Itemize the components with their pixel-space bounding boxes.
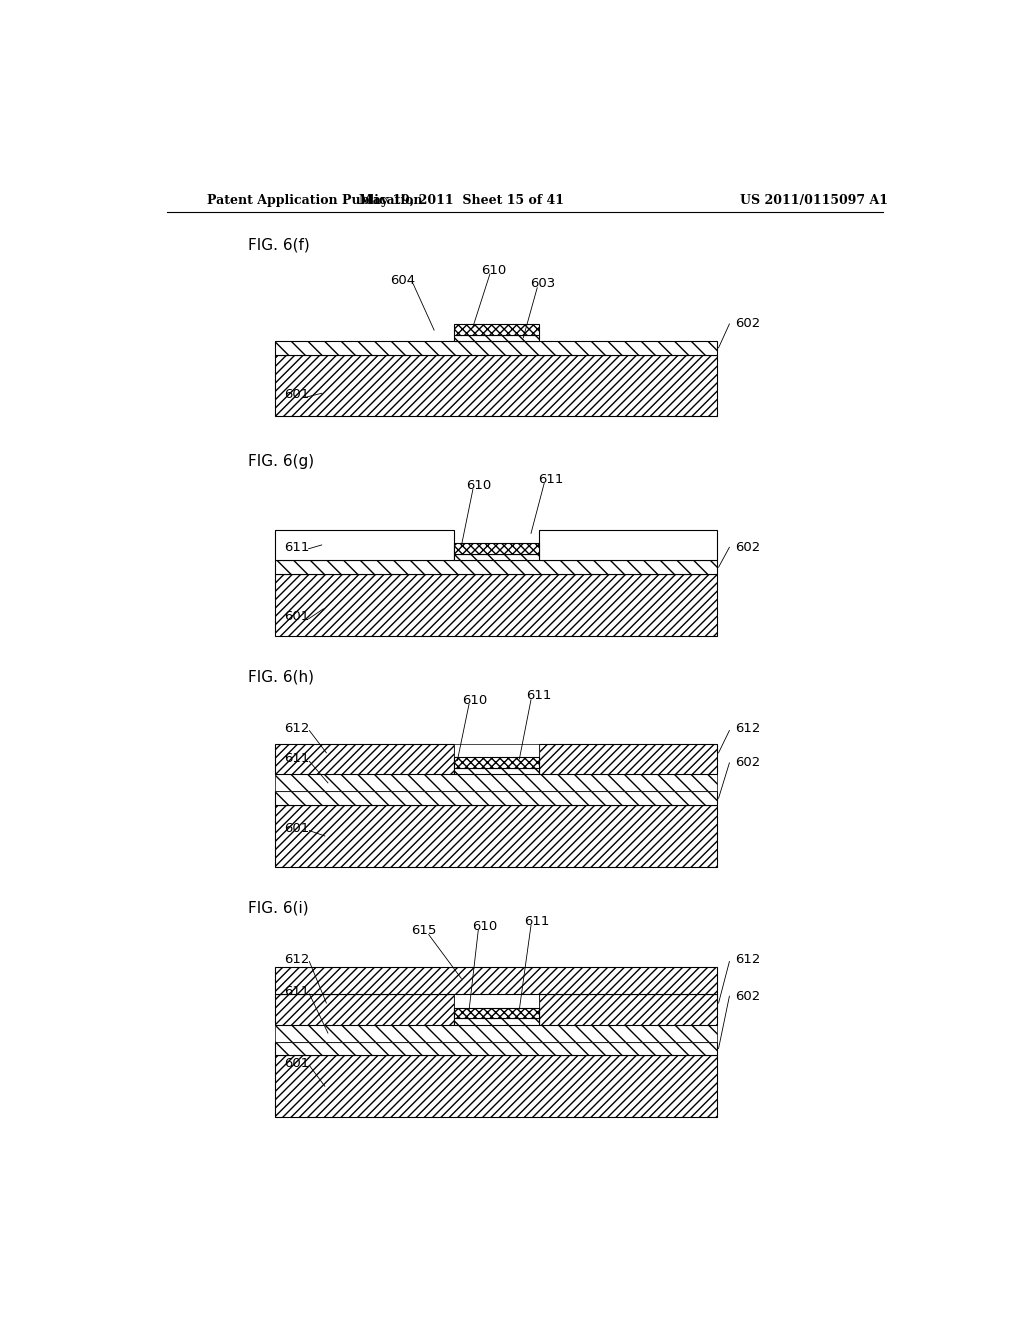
Text: FIG. 6(i): FIG. 6(i): [248, 900, 309, 915]
Bar: [275, 994, 454, 1024]
Bar: [454, 554, 539, 561]
Bar: [275, 792, 717, 805]
Text: 611: 611: [526, 689, 552, 702]
Text: 601: 601: [285, 1056, 309, 1069]
Bar: [275, 574, 717, 636]
Text: 611: 611: [285, 985, 309, 998]
Text: 601: 601: [285, 610, 309, 623]
Bar: [275, 529, 454, 561]
Bar: [275, 966, 717, 994]
Bar: [454, 768, 539, 775]
Text: May 19, 2011  Sheet 15 of 41: May 19, 2011 Sheet 15 of 41: [358, 194, 564, 207]
Text: 612: 612: [735, 722, 761, 735]
Bar: [454, 758, 539, 768]
Text: 612: 612: [285, 722, 309, 735]
Text: 610: 610: [481, 264, 507, 277]
Bar: [275, 560, 717, 574]
Bar: [454, 743, 539, 775]
Bar: [275, 743, 454, 775]
Text: 610: 610: [463, 694, 487, 708]
Bar: [539, 529, 717, 561]
Text: 602: 602: [735, 990, 761, 1003]
Text: FIG. 6(h): FIG. 6(h): [248, 669, 314, 684]
Text: 602: 602: [735, 317, 761, 330]
Bar: [275, 775, 717, 792]
Bar: [454, 544, 539, 554]
Bar: [454, 1019, 539, 1024]
Bar: [454, 335, 539, 341]
Bar: [275, 805, 717, 867]
Bar: [454, 323, 539, 335]
Text: 611: 611: [524, 915, 550, 928]
Text: 611: 611: [538, 473, 563, 486]
Text: 601: 601: [285, 822, 309, 834]
Bar: [275, 341, 717, 355]
Text: FIG. 6(g): FIG. 6(g): [248, 454, 314, 469]
Bar: [275, 1041, 717, 1056]
Text: 602: 602: [735, 541, 761, 554]
Text: 610: 610: [466, 479, 490, 492]
Text: 603: 603: [530, 277, 555, 290]
Bar: [275, 355, 717, 416]
Text: 611: 611: [285, 752, 309, 766]
Bar: [454, 1007, 539, 1019]
Text: 604: 604: [390, 273, 416, 286]
Text: 612: 612: [285, 953, 309, 966]
Text: 601: 601: [285, 388, 309, 401]
Bar: [275, 1056, 717, 1117]
Bar: [454, 994, 539, 1024]
Text: 610: 610: [472, 920, 497, 933]
Text: 612: 612: [735, 953, 761, 966]
Text: 615: 615: [412, 924, 437, 937]
Text: 602: 602: [735, 756, 761, 770]
Bar: [539, 994, 717, 1024]
Bar: [275, 1024, 717, 1041]
Text: Patent Application Publication: Patent Application Publication: [207, 194, 423, 207]
Text: 611: 611: [285, 541, 309, 554]
Text: FIG. 6(f): FIG. 6(f): [248, 238, 310, 253]
Bar: [539, 743, 717, 775]
Text: US 2011/0115097 A1: US 2011/0115097 A1: [740, 194, 888, 207]
